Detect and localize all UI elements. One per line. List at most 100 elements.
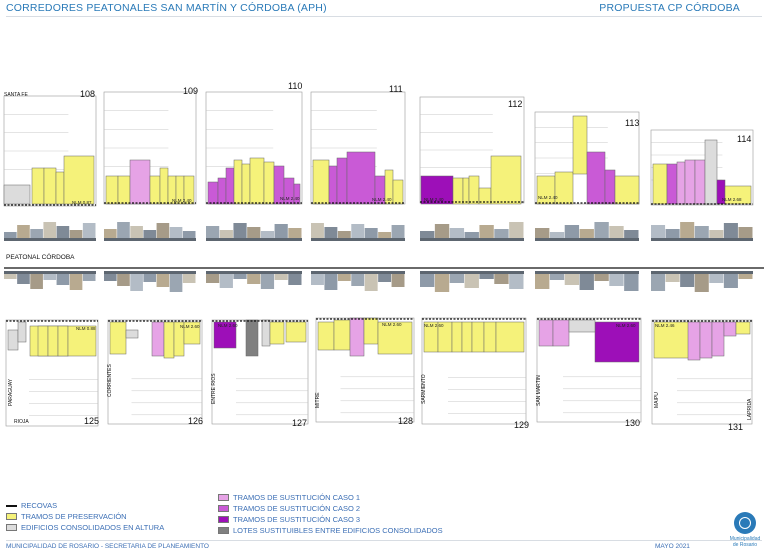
logo-text-2: de Rosario — [732, 542, 758, 548]
facade-top — [680, 222, 695, 240]
parcel — [63, 155, 95, 205]
facade-top — [288, 228, 302, 240]
facade-bottom — [378, 273, 392, 282]
facade-bottom — [311, 273, 324, 285]
parcel — [483, 321, 497, 353]
parcel — [183, 175, 195, 205]
facade-bottom — [479, 273, 494, 279]
legend-item-preservation: TRAMOS DE PRESERVACIÓN — [6, 511, 164, 522]
parcel — [676, 161, 686, 205]
peatonal-label: PEATONAL CÓRDOBA — [6, 252, 75, 261]
facade-pair — [206, 223, 302, 289]
parcel — [263, 161, 275, 205]
parcel — [586, 151, 606, 205]
facade-bottom — [609, 273, 624, 286]
street-label: SANTA FE — [4, 92, 28, 98]
parcel — [7, 329, 19, 351]
parcel — [652, 163, 668, 205]
case1-swatch — [218, 494, 229, 501]
parcel — [420, 175, 454, 205]
parcel — [293, 183, 301, 205]
facade-top — [391, 225, 405, 240]
facade-top — [311, 223, 324, 240]
legend-item-recovas: RECOVAS — [6, 500, 164, 511]
facade-top — [665, 229, 680, 240]
legend-item-consolidated: EDIFICIOS CONSOLIDADOS EN ALTURA — [6, 522, 164, 533]
facade-bottom — [56, 273, 70, 285]
legend-item-case3: TRAMOS DE SUSTITUCIÓN CASO 3 — [218, 514, 443, 525]
street-label: MAIPU — [654, 392, 660, 408]
facade-bottom — [43, 273, 57, 280]
parcel — [468, 175, 480, 205]
parcel — [604, 169, 616, 205]
facade-top — [364, 228, 378, 240]
street-label: CORRIENTES — [107, 364, 113, 397]
parcel — [471, 321, 485, 353]
nlm-label: NLM 2.40 — [172, 198, 192, 203]
facade-top — [337, 231, 351, 240]
bottom-block: 125 NLM 0.88 — [5, 319, 99, 427]
parcel — [614, 175, 640, 205]
parcel — [269, 321, 285, 345]
facade-bottom — [233, 273, 247, 279]
parcel — [704, 139, 718, 205]
facade-bottom — [247, 273, 261, 284]
parcel — [159, 167, 169, 205]
street-label: SAN MARTIN — [536, 375, 542, 406]
facade-base-top — [4, 238, 96, 241]
top-block: 108 NLM 0.87 — [3, 89, 97, 207]
street-label: PARAGUAY — [8, 378, 14, 406]
nlm-label: NLM 0.88 — [76, 326, 96, 331]
page-title: CORREDORES PEATONALES SAN MARTÍN Y CÓRDO… — [6, 2, 327, 14]
facade-bottom — [624, 273, 639, 291]
legend-item-substitutable: LOTES SUSTITUIBLES ENTRE EDIFICIOS CONSO… — [218, 525, 443, 536]
parcel — [392, 179, 404, 205]
block-number: 109 — [183, 86, 198, 96]
facade-base-bottom — [4, 271, 96, 274]
nlm-label: NLM 2.60 — [616, 323, 636, 328]
parcel — [233, 159, 243, 205]
legend-item-case2: TRAMOS DE SUSTITUCIÓN CASO 2 — [218, 503, 443, 514]
facade-top — [624, 230, 639, 240]
facade-top — [130, 226, 143, 240]
street-label: RIOJA — [14, 419, 29, 425]
parcel — [3, 184, 31, 205]
facade-bottom — [420, 273, 435, 287]
nlm-label: NLM 2.60 — [218, 323, 238, 328]
facade-pair — [104, 222, 196, 292]
block-number: 130 — [625, 418, 640, 428]
facade-bottom — [17, 273, 30, 284]
facade-top — [30, 229, 43, 240]
facade-top — [117, 222, 130, 240]
parcel — [151, 321, 165, 357]
facade-bottom — [694, 273, 709, 292]
facade-bottom — [464, 273, 479, 288]
facade-bottom — [260, 273, 275, 289]
facade-bottom — [594, 273, 609, 281]
parcel — [490, 155, 522, 205]
parcel — [363, 317, 379, 345]
facade-base-bottom — [206, 271, 302, 274]
facade-bottom — [723, 273, 738, 288]
legend-item-case1: TRAMOS DE SUSTITUCIÓN CASO 1 — [218, 492, 443, 503]
bottom-block: 126 NLM 2.60 — [107, 319, 203, 426]
facade-top — [449, 228, 465, 240]
parcel — [699, 321, 713, 359]
top-block: 109 NLM 2.40 — [103, 86, 198, 205]
street-labels-group: SANTA FE PARAGUAY RIOJA CORRIENTES ENTRE RIO… — [4, 92, 753, 425]
bottom-blocks-group: 125 NLM 0.88 126 NLM 2.60 127 NLM 2.60 128 NLM … — [5, 317, 753, 432]
facade-top — [738, 227, 753, 240]
facade-bottom — [206, 273, 220, 283]
facade-top — [247, 227, 261, 240]
facade-base-bottom — [311, 271, 405, 274]
legend-label: RECOVAS — [21, 501, 58, 510]
logo-text-1: Municipalidad — [729, 536, 761, 542]
seal-icon — [734, 512, 756, 534]
nlm-label: NLM 2.40 — [424, 197, 444, 202]
block-number: 127 — [292, 418, 307, 428]
facade-bottom — [117, 273, 130, 286]
facade-top — [324, 227, 338, 240]
facade-top — [56, 226, 70, 240]
street-label: SARMIENTO — [421, 374, 427, 404]
facade-bottom — [104, 273, 117, 281]
